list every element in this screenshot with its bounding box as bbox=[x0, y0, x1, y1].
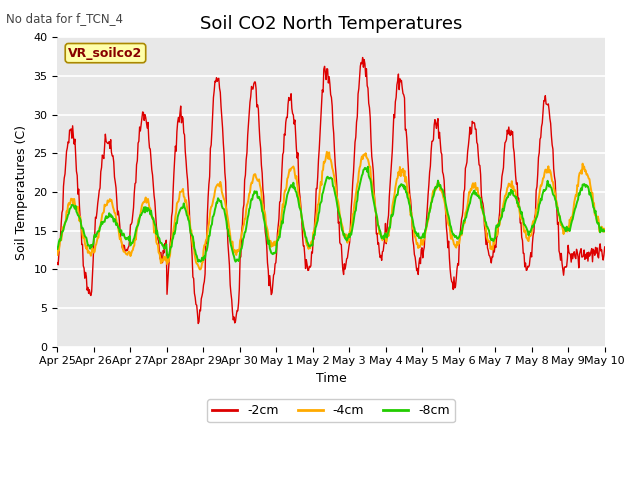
-8cm bbox=[54, 246, 61, 252]
-4cm bbox=[415, 243, 423, 249]
-2cm bbox=[175, 119, 183, 125]
-8cm bbox=[601, 228, 609, 234]
Line: -8cm: -8cm bbox=[58, 167, 605, 262]
-2cm bbox=[120, 242, 127, 248]
-8cm bbox=[120, 231, 127, 237]
-2cm bbox=[54, 260, 61, 265]
-4cm bbox=[205, 221, 212, 227]
-8cm bbox=[63, 215, 71, 220]
X-axis label: Time: Time bbox=[316, 372, 346, 385]
Line: -2cm: -2cm bbox=[58, 58, 605, 324]
-4cm bbox=[601, 226, 609, 232]
-4cm bbox=[120, 249, 127, 254]
-2cm bbox=[63, 145, 71, 151]
-4cm bbox=[399, 166, 407, 172]
-8cm bbox=[415, 235, 423, 241]
Text: No data for f_TCN_4: No data for f_TCN_4 bbox=[6, 12, 124, 25]
-2cm bbox=[415, 260, 423, 266]
-4cm bbox=[323, 149, 331, 155]
-4cm bbox=[54, 252, 61, 258]
-8cm bbox=[205, 233, 212, 239]
-8cm bbox=[364, 164, 372, 169]
-8cm bbox=[195, 259, 202, 264]
Y-axis label: Soil Temperatures (C): Soil Temperatures (C) bbox=[15, 124, 28, 260]
-2cm bbox=[399, 91, 407, 96]
-2cm bbox=[359, 55, 367, 60]
-2cm bbox=[205, 181, 212, 187]
-4cm bbox=[175, 195, 183, 201]
-8cm bbox=[175, 209, 183, 215]
-2cm bbox=[195, 321, 202, 326]
Text: VR_soilco2: VR_soilco2 bbox=[68, 47, 143, 60]
-4cm bbox=[196, 266, 204, 272]
-4cm bbox=[63, 209, 71, 215]
Legend: -2cm, -4cm, -8cm: -2cm, -4cm, -8cm bbox=[207, 399, 454, 422]
Line: -4cm: -4cm bbox=[58, 152, 605, 269]
-2cm bbox=[601, 244, 609, 250]
Title: Soil CO2 North Temperatures: Soil CO2 North Temperatures bbox=[200, 15, 462, 33]
-8cm bbox=[399, 184, 407, 190]
